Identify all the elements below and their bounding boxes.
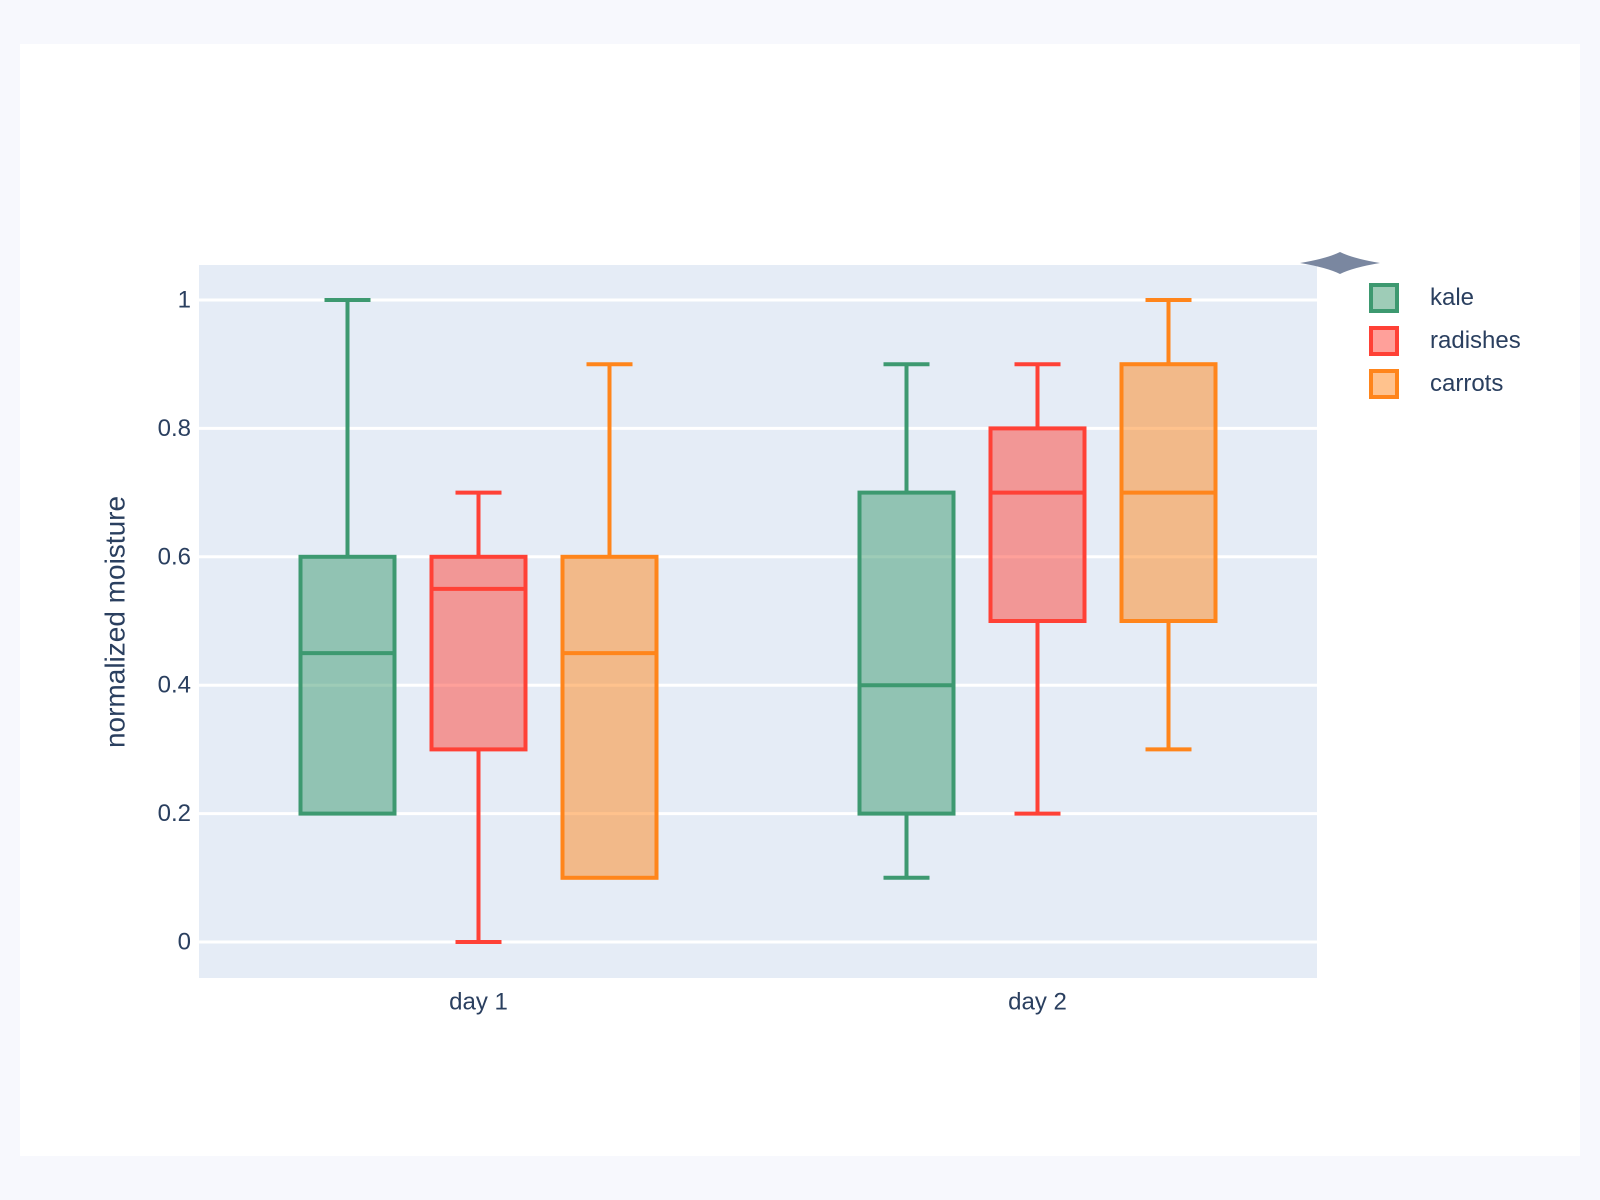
y-tick-label: 0.2 <box>158 800 191 827</box>
box-rect <box>988 426 1087 623</box>
y-axis-title: normalized moisture <box>100 496 131 748</box>
legend-item-radishes[interactable]: radishes <box>1369 326 1521 356</box>
modebar-arrow-icon[interactable] <box>1300 252 1380 274</box>
y-tick-label: 0.6 <box>158 543 191 570</box>
y-tick-label: 0 <box>178 929 191 956</box>
legend-label: kale <box>1430 284 1475 311</box>
legend: kale radishes carrots <box>1369 283 1521 399</box>
figure-card: 0 0.2 0.4 0.6 0.8 1 day 1 day 2 normalized moist… <box>20 44 1580 1156</box>
box-carrots-day-2[interactable] <box>1119 298 1218 752</box>
box-radishes-day-2[interactable] <box>988 362 1087 816</box>
box-rect <box>429 554 528 752</box>
legend-label: radishes <box>1430 327 1521 354</box>
x-tick-label: day 1 <box>449 989 508 1016</box>
y-tick-label: 0.8 <box>158 415 191 442</box>
box-kale-day-1[interactable] <box>298 298 397 816</box>
box-rect <box>560 554 659 880</box>
x-tick-label: day 2 <box>1008 989 1067 1016</box>
box-kale-day-2[interactable] <box>857 362 956 880</box>
legend-swatch <box>1369 369 1399 399</box>
box-plot-chart: 0 0.2 0.4 0.6 0.8 1 day 1 day 2 normalized moist… <box>100 252 1380 1016</box>
legend-swatch <box>1369 326 1399 356</box>
legend-item-kale[interactable]: kale <box>1369 283 1521 313</box>
y-tick-label: 0.4 <box>158 672 191 699</box>
legend-item-carrots[interactable]: carrots <box>1369 369 1521 399</box>
legend-swatch <box>1369 283 1399 313</box>
box-carrots-day-1[interactable] <box>560 362 659 880</box>
legend-label: carrots <box>1430 370 1504 397</box>
box-radishes-day-1[interactable] <box>429 490 528 944</box>
y-tick-label: 1 <box>178 287 191 314</box>
box-rect <box>298 554 397 816</box>
box-rect <box>857 490 956 816</box>
